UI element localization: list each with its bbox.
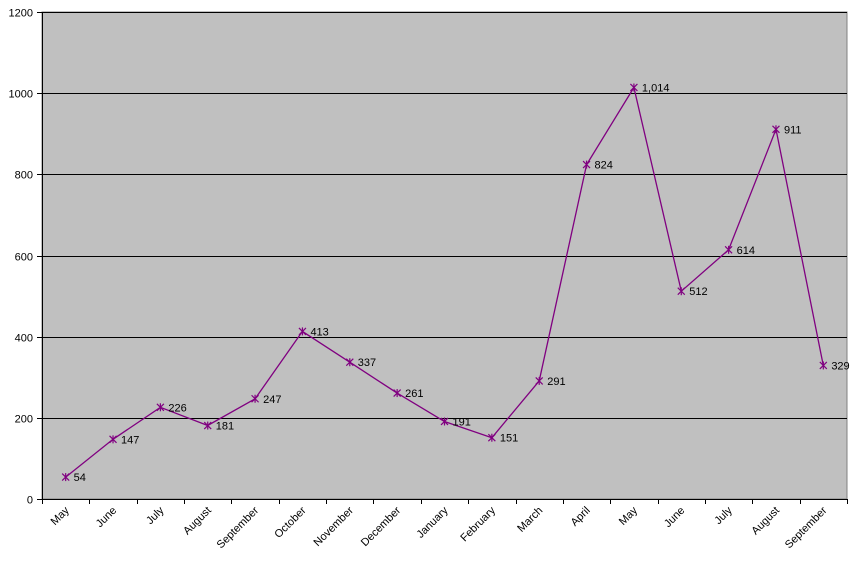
data-point <box>393 389 402 398</box>
y-axis-tick-labels: 0 200 400 600 800 1000 1200 <box>9 8 33 507</box>
data-label: 337 <box>358 357 376 369</box>
data-point <box>487 433 496 442</box>
data-label: 147 <box>121 434 139 446</box>
x-tick-label: October <box>272 504 308 540</box>
x-tick-label: June <box>94 505 119 530</box>
data-point <box>298 327 307 336</box>
data-label: 614 <box>737 245 755 257</box>
series-markers <box>61 83 828 482</box>
x-tick-label: April <box>569 505 593 529</box>
x-tick-label: May <box>49 504 73 528</box>
data-label: 413 <box>310 326 328 338</box>
x-tick-label: November <box>312 504 357 549</box>
x-tick-label: August <box>749 505 782 538</box>
data-point <box>440 417 449 426</box>
data-label: 512 <box>689 286 707 298</box>
data-point <box>772 125 780 134</box>
data-point <box>724 245 733 254</box>
axes <box>42 12 848 504</box>
data-point <box>535 376 544 385</box>
data-labels: 54 147 226 181 247 413 337 261 191 151 291 824 1,014… <box>74 82 850 484</box>
x-tick-label: January <box>414 504 451 541</box>
data-point <box>677 287 686 296</box>
y-tick-label: 400 <box>15 333 33 345</box>
y-tick-label: 1200 <box>9 8 33 20</box>
x-tick-label: February <box>458 504 498 544</box>
data-point <box>345 358 354 367</box>
x-tick-label: July <box>144 504 167 527</box>
data-label: 191 <box>453 416 471 428</box>
data-point <box>819 361 828 370</box>
data-label: 911 <box>784 124 802 136</box>
data-label: 226 <box>168 402 186 414</box>
data-point <box>582 160 591 169</box>
x-tick-label: July <box>712 504 735 527</box>
data-label: 329 <box>831 360 849 372</box>
y-tick-label: 600 <box>15 252 33 264</box>
data-point <box>203 421 212 430</box>
x-tick-label: June <box>662 505 687 530</box>
x-tick-label: December <box>359 504 404 549</box>
data-point <box>61 473 70 482</box>
data-label: 151 <box>500 433 518 445</box>
x-tick-label: September <box>783 504 830 551</box>
gridlines <box>37 12 847 500</box>
data-label: 824 <box>595 160 613 172</box>
data-label: 261 <box>405 388 423 400</box>
data-point <box>251 394 260 403</box>
y-tick-label: 200 <box>15 414 33 426</box>
x-axis-tick-labels: May June July August September October Novembe… <box>49 504 830 551</box>
data-point <box>109 435 117 444</box>
x-tick-label: September <box>215 504 262 551</box>
data-label: 247 <box>263 394 281 406</box>
data-label: 181 <box>216 421 234 433</box>
data-label: 1,014 <box>642 82 670 94</box>
data-point <box>156 403 165 412</box>
y-tick-label: 800 <box>15 170 33 182</box>
plot-area <box>41 11 848 500</box>
data-label: 54 <box>74 472 86 484</box>
y-tick-label: 1000 <box>9 89 33 101</box>
y-tick-label: 0 <box>27 495 33 507</box>
x-tick-label: March <box>515 505 545 535</box>
x-tick-label: August <box>181 505 214 538</box>
data-label: 291 <box>547 376 565 388</box>
x-tick-label: May <box>617 504 641 528</box>
data-point <box>629 83 638 92</box>
